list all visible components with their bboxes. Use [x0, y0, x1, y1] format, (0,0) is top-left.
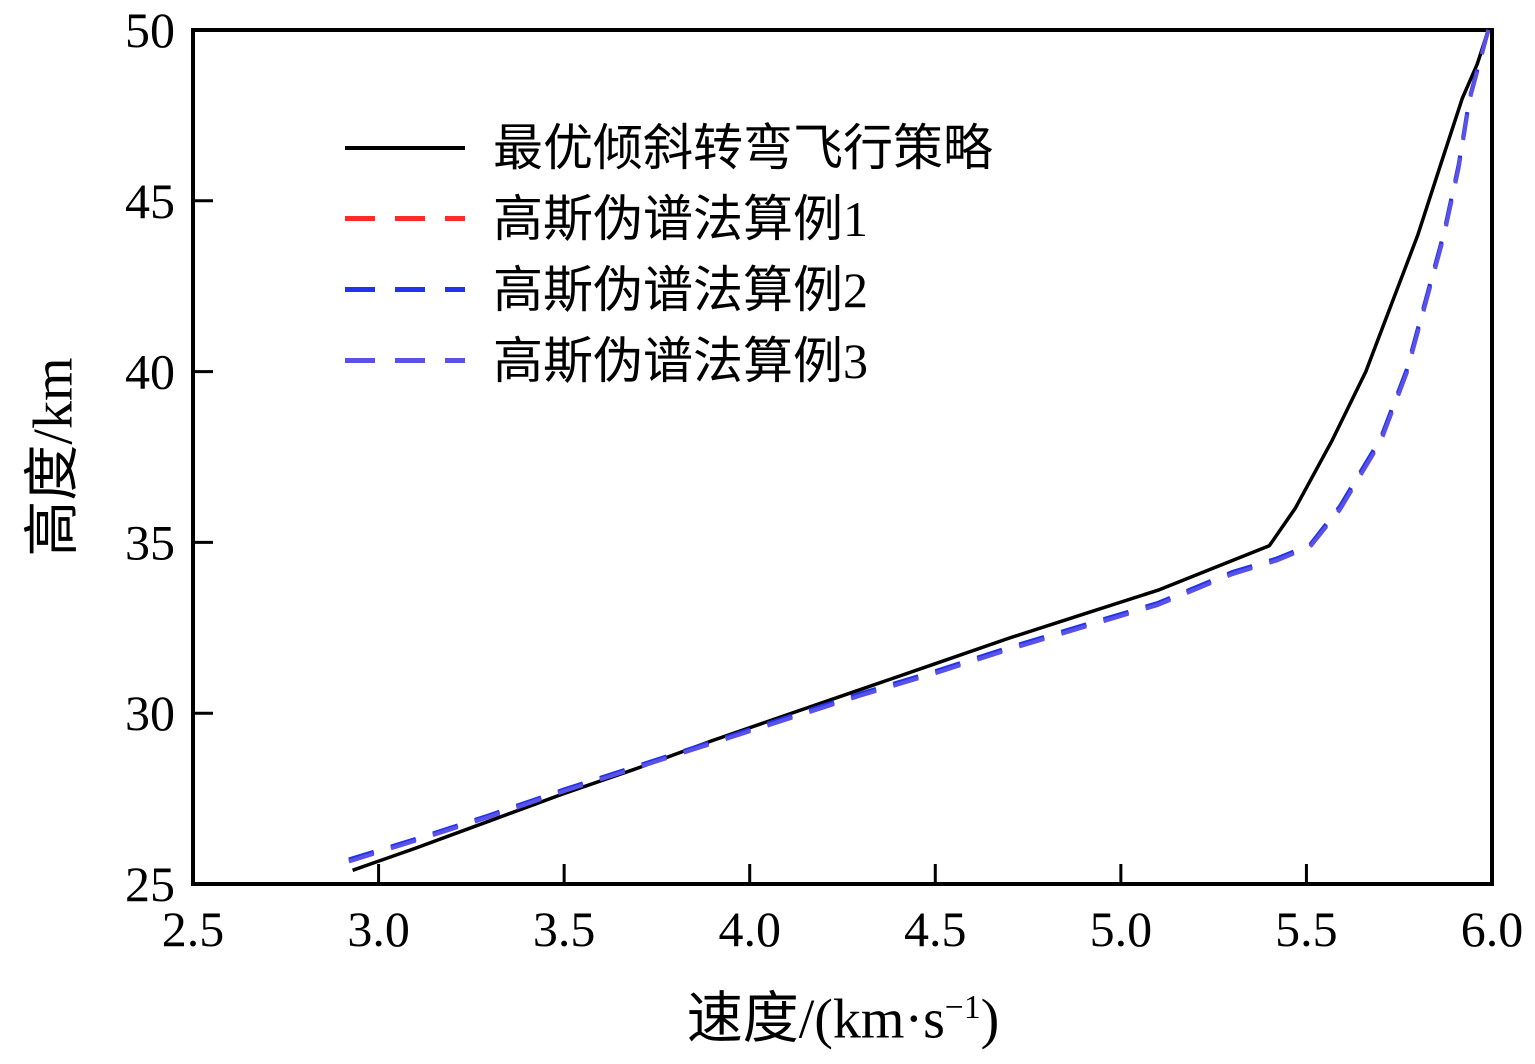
legend-label: 高斯伪谱法算例2 [493, 261, 868, 318]
x-tick-label: 5.0 [1090, 901, 1153, 957]
legend-item-gauss-case-3: 高斯伪谱法算例3 [345, 325, 993, 396]
series-line-3 [348, 29, 1491, 864]
legend-item-optimal-strategy: 最优倾斜转弯飞行策略 [345, 112, 993, 183]
x-tick-label: 3.0 [347, 901, 410, 957]
y-tick-label: 40 [125, 344, 175, 400]
x-axis-label-superscript: −1 [944, 988, 981, 1026]
y-tick-label: 35 [125, 514, 175, 570]
y-tick-label: 45 [125, 173, 175, 229]
y-axis-label: 高度/km [8, 357, 89, 556]
legend-item-gauss-case-2: 高斯伪谱法算例2 [345, 254, 993, 325]
plot-frame [191, 28, 1494, 886]
x-axis-label-suffix: ) [980, 988, 1000, 1051]
x-tick-label: 6.0 [1461, 901, 1524, 957]
legend-label: 最优倾斜转弯飞行策略 [493, 119, 993, 176]
x-axis-label: 速度/(km·s−1) [687, 974, 1000, 1055]
legend-line-sample-solid-black [345, 145, 465, 150]
legend-item-gauss-case-1: 高斯伪谱法算例1 [345, 183, 993, 254]
x-tick-label: 2.5 [162, 901, 225, 957]
x-axis-label-prefix: 速度/(km·s [686, 988, 945, 1051]
y-tick-label: 50 [125, 2, 175, 58]
y-tick-label: 25 [125, 856, 175, 912]
x-tick-label: 3.5 [533, 901, 596, 957]
x-tick-label: 4.0 [718, 901, 781, 957]
legend-line-sample-dashed-violet [345, 358, 465, 363]
legend: 最优倾斜转弯飞行策略 高斯伪谱法算例1 高斯伪谱法算例2 高斯伪谱法算例3 [345, 112, 993, 396]
y-axis-label-text: 高度/km [22, 357, 85, 557]
legend-line-sample-dashed-blue [345, 287, 465, 292]
x-tick-label: 5.5 [1275, 901, 1338, 957]
legend-label: 高斯伪谱法算例3 [493, 332, 868, 389]
legend-line-sample-dashed-red [345, 216, 465, 221]
x-tick-label: 4.5 [904, 901, 967, 957]
y-tick-label: 30 [125, 685, 175, 741]
legend-label: 高斯伪谱法算例1 [493, 190, 868, 247]
